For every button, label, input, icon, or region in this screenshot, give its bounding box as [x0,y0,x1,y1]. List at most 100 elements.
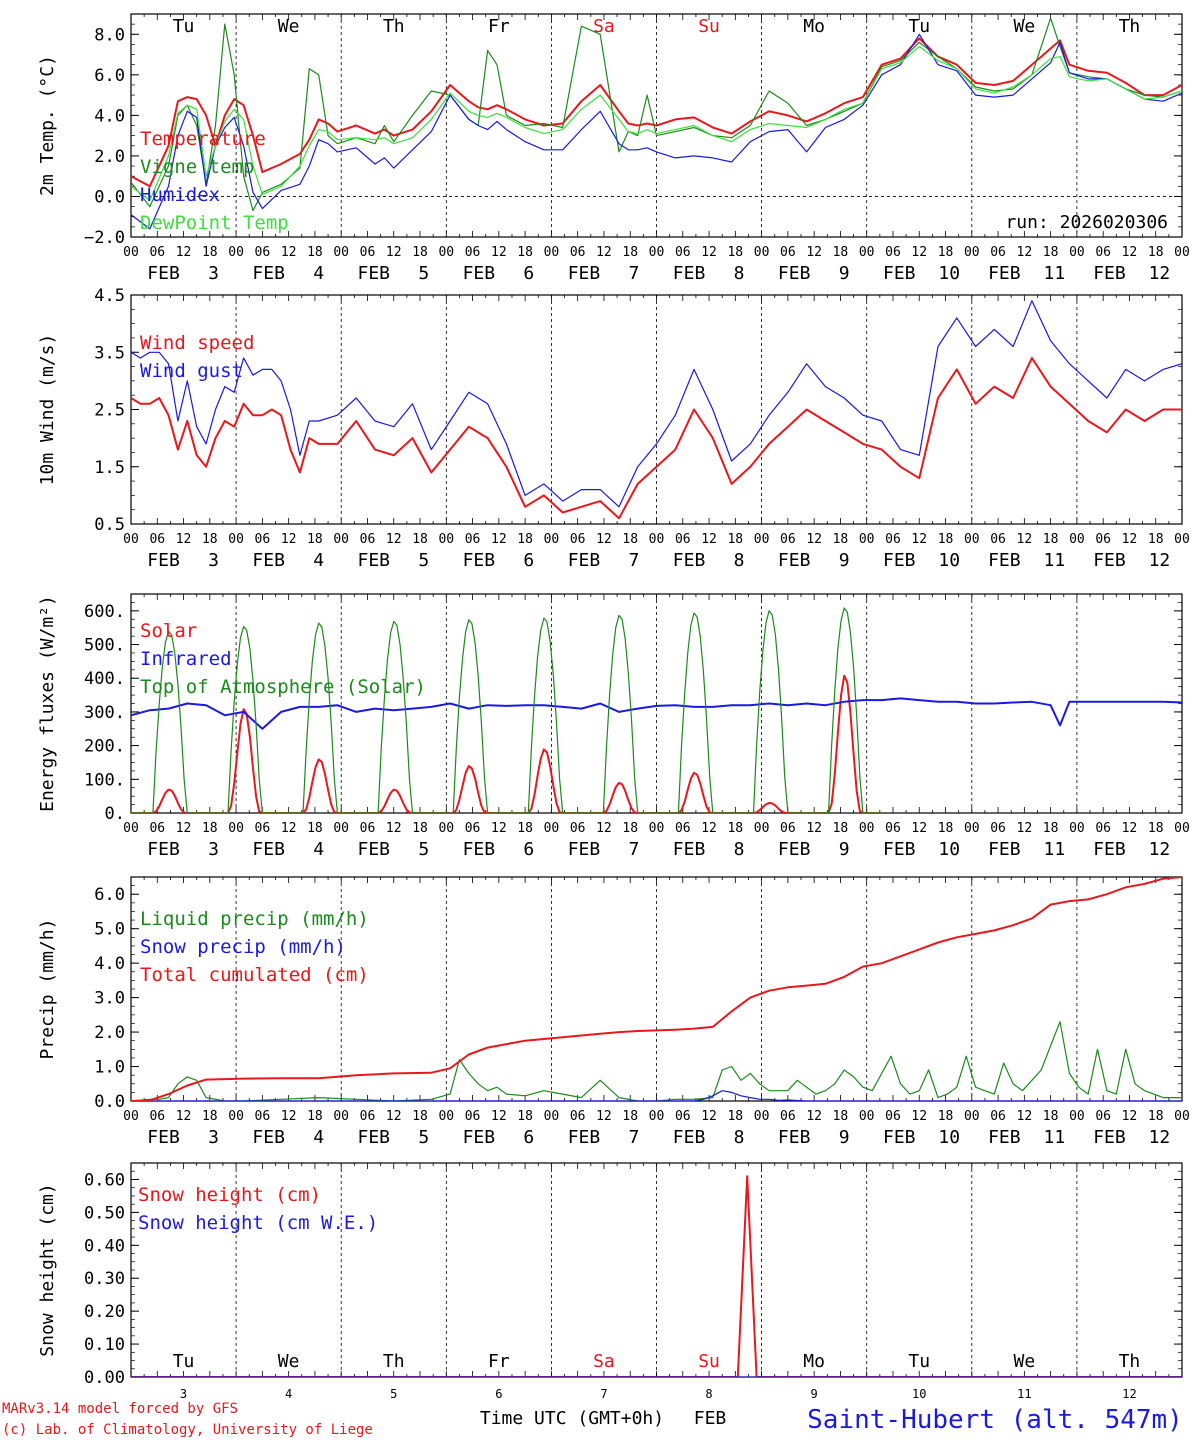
hour-tick-label: 00 [123,821,139,836]
date-tick-label: 4 [313,263,324,284]
date-tick-label: 4 [313,1127,324,1148]
month-tick-label: FEB [357,1127,390,1148]
legend-entry: Temperature [140,128,266,150]
y-axis-label: Snow height (cm) [37,1183,58,1356]
month-tick-label: FEB [568,550,601,571]
hour-tick-label: 12 [1122,1109,1138,1124]
hour-tick-label: 18 [412,532,428,547]
time-axis-label: Time UTC (GMT+0h) [480,1408,664,1429]
hour-tick-label: 18 [622,821,638,836]
date-tick-label: 3 [208,263,219,284]
date-tick-label: 9 [839,839,850,860]
hour-tick-label: 18 [1043,1109,1059,1124]
month-tick-label: FEB [673,839,706,860]
hour-tick-label: 12 [176,245,192,260]
hour-tick-label: 12 [386,821,402,836]
hour-tick-label: 12 [1017,1109,1033,1124]
hour-tick-label: 06 [675,1109,691,1124]
date-tick-label: 12 [1149,550,1171,571]
hour-tick-label: 18 [1043,532,1059,547]
date-number-label: 10 [912,1387,926,1401]
hour-tick-label: 00 [859,821,875,836]
month-tick-label: FEB [1093,550,1126,571]
date-tick-label: 9 [839,550,850,571]
legend-entry: Solar [140,620,197,642]
month-tick-label: FEB [988,1127,1021,1148]
footer: MARv3.14 model forced by GFS (c) Lab. of… [2,1401,1183,1438]
month-tick-label: FEB [147,263,180,284]
hour-tick-label: 00 [544,532,560,547]
hour-tick-label: 18 [202,821,218,836]
day-name-label: Su [698,16,720,37]
y-tick-label: 300. [84,703,125,723]
series-line-liquid-precip-mm-h [131,1021,1182,1101]
y-tick-label: 600. [84,602,125,622]
panel-snow: 0.00 0.10 0.20 0.30 0.40 0.50 0.60 Snow height … [37,1162,1183,1401]
y-tick-label: −2.0 [84,228,125,248]
date-tick-label: 6 [523,839,534,860]
y-tick-label: 2.0 [94,147,125,167]
date-number-label: 6 [495,1387,502,1401]
legend-entry: Snow height (cm W.E.) [138,1212,378,1234]
month-tick-label: FEB [463,263,496,284]
month-tick-label: FEB [1093,263,1126,284]
date-tick-label: 7 [629,839,640,860]
series-line-humidex [131,33,1182,230]
month-tick-label: FEB [568,839,601,860]
hour-tick-label: 00 [964,245,980,260]
hour-tick-label: 18 [307,245,323,260]
hour-tick-label: 18 [727,1109,743,1124]
date-number-label: 7 [600,1387,607,1401]
date-number-label: 5 [390,1387,397,1401]
hour-tick-label: 06 [885,1109,901,1124]
lab-credit: (c) Lab. of Climatology, University of L… [2,1422,373,1438]
hour-tick-label: 06 [780,245,796,260]
hour-tick-label: 00 [754,245,770,260]
hour-tick-label: 12 [911,1109,927,1124]
y-tick-label: 0.0 [94,1092,125,1112]
hour-tick-label: 00 [228,821,244,836]
date-tick-label: 11 [1044,1127,1066,1148]
y-tick-label: 0.40 [84,1236,125,1256]
legend-entry: Infrared [140,648,232,670]
hour-tick-label: 12 [701,1109,717,1124]
hour-tick-label: 12 [491,532,507,547]
month-tick-label: FEB [147,839,180,860]
date-tick-label: 8 [734,839,745,860]
month-label: FEB [694,1408,727,1429]
hour-tick-label: 00 [964,1109,980,1124]
day-name-label: Fr [488,16,510,37]
day-name-label: Fr [488,1351,510,1372]
hour-tick-label: 12 [911,821,927,836]
hour-tick-label: 12 [596,821,612,836]
hour-tick-label: 06 [990,532,1006,547]
hour-tick-label: 06 [570,821,586,836]
series-line-snow-precip-mm-h [131,1090,1182,1101]
hour-tick-label: 06 [149,532,165,547]
hour-tick-label: 00 [649,245,665,260]
hour-tick-label: 00 [228,1109,244,1124]
y-tick-label: 4.5 [94,286,125,306]
month-tick-label: FEB [883,1127,916,1148]
date-tick-label: 10 [938,263,960,284]
hour-tick-label: 06 [255,532,271,547]
hour-tick-label: 06 [1095,1109,1111,1124]
hour-tick-label: 12 [806,1109,822,1124]
legend-entry: Vigne temp [140,156,254,178]
panel-temperature: −2.0 0.0 2.0 4.0 6.0 8.0 2m Temp. (°C) 00 06 12 18… [37,13,1190,284]
y-tick-label: 500. [84,636,125,656]
hour-tick-label: 06 [465,532,481,547]
y-tick-label: 0. [105,804,125,824]
hour-tick-label: 18 [938,245,954,260]
hour-tick-label: 18 [202,1109,218,1124]
hour-tick-label: 00 [1069,1109,1085,1124]
month-tick-label: FEB [778,839,811,860]
day-name-label: Mo [803,1351,825,1372]
month-tick-label: FEB [883,263,916,284]
hour-tick-label: 18 [412,1109,428,1124]
hour-tick-label: 00 [544,245,560,260]
date-tick-label: 9 [839,263,850,284]
hour-tick-label: 00 [754,821,770,836]
date-tick-label: 11 [1044,550,1066,571]
